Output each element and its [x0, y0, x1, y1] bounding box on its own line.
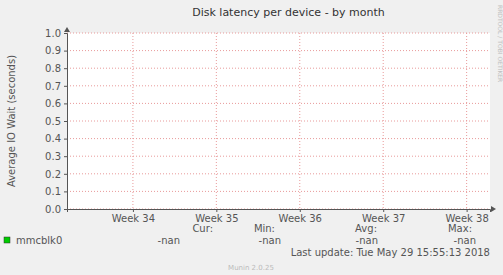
legend-label: mmcblk0 [16, 235, 62, 246]
grid-line-y [67, 85, 490, 86]
y-tick: 0.9 [45, 45, 67, 56]
y-tick-mark [64, 139, 67, 140]
x-tick: Week 34 [112, 209, 155, 224]
legend-stat-value: -nan [454, 235, 476, 246]
y-tick: 0.7 [45, 81, 67, 92]
y-tick: 0.8 [45, 63, 67, 74]
x-tick: Week 35 [195, 209, 238, 224]
y-tick-mark [64, 51, 67, 52]
y-tick-label: 0.3 [45, 151, 61, 162]
title: Disk latency per device - by month [192, 6, 385, 19]
y-tick-label: 0.6 [45, 98, 61, 109]
x-tick: Week 38 [445, 209, 488, 224]
y-tick: 0.3 [45, 151, 67, 162]
grid-line-x [216, 33, 217, 209]
y-tick-mark [64, 156, 67, 157]
x-tick-label: Week 34 [112, 213, 155, 224]
y-tick-label: 0.9 [45, 45, 61, 56]
y-tick: 0.4 [45, 133, 67, 144]
y-tick-mark [64, 68, 67, 69]
grid-line-x [383, 33, 384, 209]
x-tick-mark [383, 209, 384, 212]
y-tick-mark [64, 86, 67, 87]
y-axis: 0.0 0.1 0.2 0.3 0.4 0.5 0.6 0.7 0.8 0.9 1.0 [45, 28, 67, 215]
credit: Munin 2.0.25 [228, 264, 274, 272]
y-tick-label: 0.7 [45, 81, 61, 92]
legend-stat-label: Cur: [192, 223, 213, 234]
grid-line-x [466, 33, 467, 209]
legend-stat-value: -nan [259, 235, 281, 246]
footer: Last update: Tue May 29 15:55:13 2018 [291, 247, 490, 258]
y-tick-label: 0.1 [45, 186, 61, 197]
y-axis-arrow [64, 27, 70, 32]
y-tick: 0.2 [45, 169, 67, 180]
grid-line-x [132, 33, 133, 209]
y-tick-label: 0.2 [45, 169, 61, 180]
x-tick-mark [133, 209, 134, 212]
y-axis-label: Average IO Wait (seconds) [6, 55, 17, 187]
y-tick-label: 0.5 [45, 116, 61, 127]
grid-line-y [67, 173, 490, 174]
grid-line-y [67, 191, 490, 192]
y-tick-mark [64, 121, 67, 122]
x-tick-label: Week 36 [279, 213, 322, 224]
legend-swatch [4, 237, 10, 243]
x-tick-mark [216, 209, 217, 212]
legend-stat-value: -nan [158, 235, 180, 246]
legend-stat-value: -nan [356, 235, 378, 246]
y-tick-label: 0.0 [45, 204, 61, 215]
y-tick-mark [64, 209, 67, 210]
x-axis-line [68, 210, 491, 213]
x-tick: Week 37 [362, 209, 405, 224]
y-tick: 1.0 [45, 28, 67, 39]
y-axis-line [64, 34, 68, 210]
legend-stat-label: Min: [254, 223, 275, 234]
plot-background [67, 33, 490, 209]
y-tick: 0.5 [45, 116, 67, 127]
chart: Week 34Week 35Week 36Week 37Week 380.00.… [0, 0, 503, 275]
y-tick-mark [64, 174, 67, 175]
legend-stat-label: Max: [448, 223, 472, 234]
grid-line-y [67, 121, 490, 122]
y-tick-mark [64, 103, 67, 104]
grid [67, 33, 490, 209]
y-tick: 0.1 [45, 186, 67, 197]
x-tick-mark [467, 209, 468, 212]
x-tick: Week 36 [279, 209, 322, 224]
x-tick-mark [300, 209, 301, 212]
x-axis-arrow [491, 206, 496, 212]
grid-line-y [67, 103, 490, 104]
x-axis: Week 34 Week 35 Week 36 Week 37 Week 38 [68, 209, 491, 224]
y-tick-mark [64, 33, 67, 34]
grid-line-y [67, 138, 490, 139]
watermark: RRDTOOL / TOBI OETIKER [497, 5, 503, 82]
y-tick-mark [64, 191, 67, 192]
y-tick-label: 0.8 [45, 63, 61, 74]
grid-line-x [299, 33, 300, 209]
grid-line-y [67, 33, 490, 34]
y-tick-label: 0.4 [45, 133, 61, 144]
grid-line-y [67, 68, 490, 69]
y-tick: 0.0 [45, 204, 67, 215]
grid-line-y [67, 50, 490, 51]
y-tick-label: 1.0 [45, 28, 61, 39]
background [0, 0, 503, 275]
grid-line-y [67, 156, 490, 157]
y-tick: 0.6 [45, 98, 67, 109]
legend-stat-label: Avg: [355, 223, 377, 234]
